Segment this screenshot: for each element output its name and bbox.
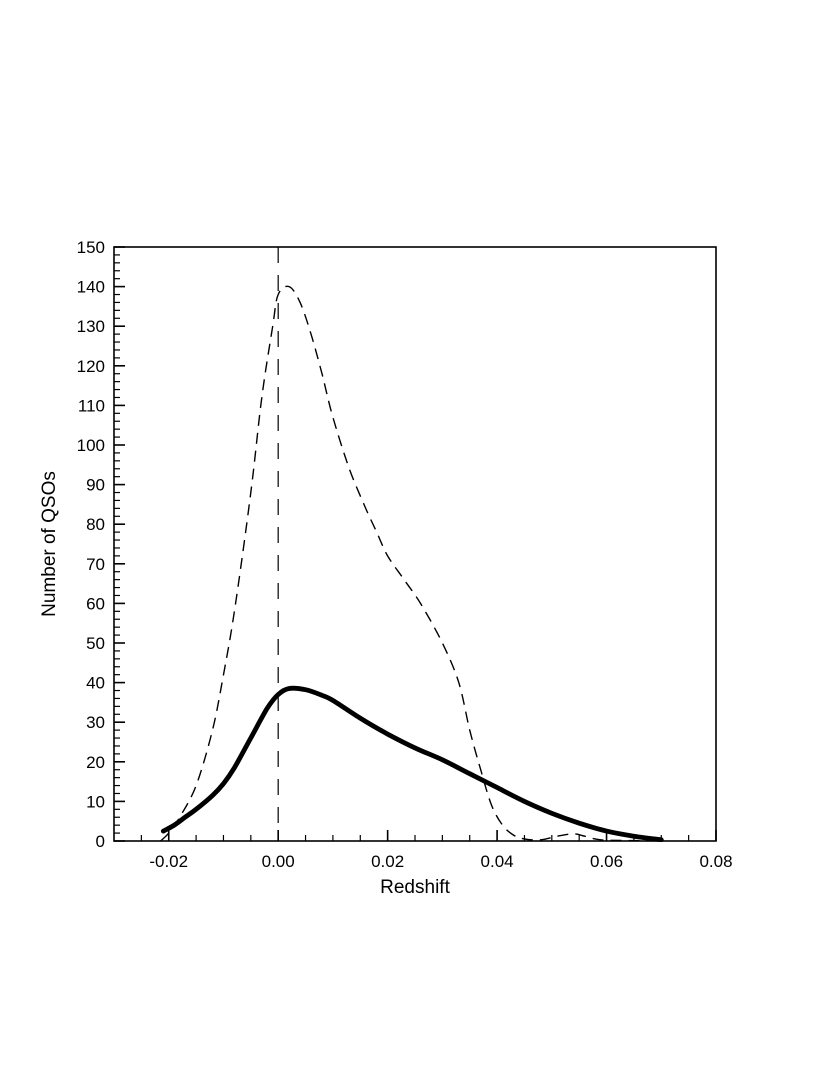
x-tick-label: 0.00 bbox=[262, 852, 295, 871]
y-tick-label: 110 bbox=[78, 396, 105, 415]
y-tick-label: 0 bbox=[96, 832, 105, 851]
plot-frame bbox=[113, 246, 717, 842]
y-tick-label: 80 bbox=[86, 515, 105, 534]
x-tick-label: 0.08 bbox=[699, 852, 732, 871]
axis-ticks bbox=[114, 246, 717, 842]
x-tick-label: 0.04 bbox=[481, 852, 514, 871]
x-tick-label: 0.06 bbox=[590, 852, 623, 871]
y-tick-label: 40 bbox=[86, 674, 105, 693]
y-tick-label: 150 bbox=[77, 238, 105, 257]
y-tick-label: 70 bbox=[86, 555, 105, 574]
solid-thick-curve bbox=[160, 685, 664, 842]
y-tick-label: 140 bbox=[77, 278, 105, 297]
tick-labels: 0 10 20 30 40 50 60 70 80 90 100 110 120 130 140 150 -0.… bbox=[77, 238, 733, 871]
y-tick-label: 10 bbox=[86, 792, 105, 811]
y-tick-label: 100 bbox=[77, 436, 105, 455]
y-tick-label: 130 bbox=[77, 317, 105, 336]
y-tick-label: 90 bbox=[86, 476, 105, 495]
y-tick-label: 20 bbox=[86, 753, 105, 772]
y-tick-label: 30 bbox=[86, 713, 105, 732]
y-axis-label: Number of QSOs bbox=[39, 471, 60, 617]
dashed-curve bbox=[160, 285, 662, 842]
y-tick-label: 50 bbox=[86, 634, 105, 653]
y-tick-label: 60 bbox=[86, 594, 105, 613]
x-axis-label: Redshift bbox=[380, 877, 450, 898]
x-tick-label: -0.02 bbox=[149, 852, 188, 871]
x-tick-label: 0.02 bbox=[371, 852, 404, 871]
y-tick-label: 120 bbox=[77, 357, 105, 376]
curves bbox=[160, 285, 664, 842]
